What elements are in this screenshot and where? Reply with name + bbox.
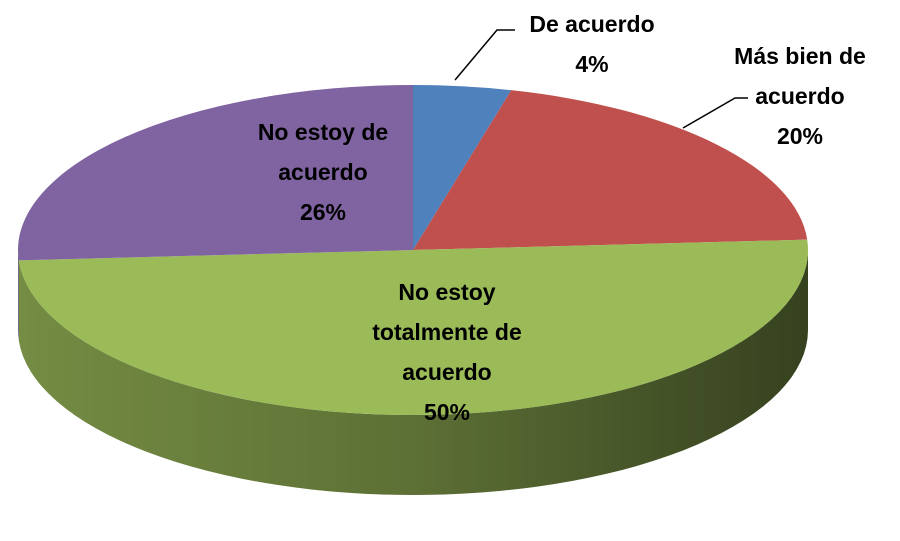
data-label: De acuerdo 4% — [492, 4, 692, 84]
data-label: Más bien de acuerdo 20% — [713, 36, 888, 156]
pie-slice — [18, 239, 809, 416]
category-label: De acuerdo — [529, 11, 655, 37]
value-label: 20% — [776, 123, 824, 149]
slice-side — [18, 250, 809, 495]
pie-slice — [413, 85, 512, 250]
pie-slice — [17, 85, 413, 261]
leader-line — [454, 29, 515, 81]
leader-line — [682, 97, 748, 129]
value-label: 50% — [423, 399, 471, 425]
category-label: No estoy totalmente de acuerdo — [372, 279, 522, 385]
category-label: No estoy de acuerdo — [257, 119, 389, 185]
data-label: No estoy de acuerdo 26% — [236, 112, 411, 232]
pie-slice — [413, 90, 808, 250]
data-label: No estoy totalmente de acuerdo 50% — [350, 272, 545, 432]
category-label: Más bien de acuerdo — [734, 43, 866, 109]
value-label: 26% — [299, 199, 347, 225]
slice-side — [18, 250, 19, 341]
value-label: 4% — [575, 51, 609, 77]
